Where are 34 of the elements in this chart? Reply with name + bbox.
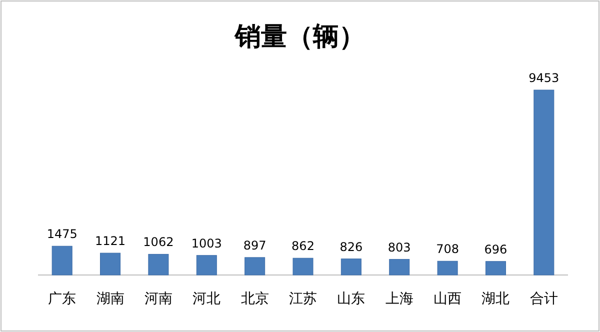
- x-tick-label: 北京: [240, 291, 269, 307]
- data-label: 1062: [143, 235, 174, 250]
- bar: [437, 260, 458, 276]
- x-tick-label: 湖南: [96, 291, 124, 307]
- chart-title: 销量（辆）: [234, 22, 365, 52]
- bar: [485, 261, 506, 276]
- data-label: 1121: [95, 234, 126, 248]
- data-label: 1003: [191, 236, 222, 250]
- x-tick-label: 江苏: [289, 291, 317, 307]
- bar: [244, 257, 266, 276]
- x-tick-label: 上海: [385, 291, 414, 307]
- bar: [534, 90, 554, 276]
- x-tick-label: 山东: [337, 291, 366, 307]
- bar: [292, 258, 314, 276]
- x-tick-label: 合计: [530, 291, 558, 307]
- data-label: 708: [436, 242, 459, 256]
- data-label: 862: [292, 239, 314, 254]
- data-label: 897: [243, 238, 266, 252]
- bar: [52, 246, 72, 276]
- data-label: 9453: [528, 71, 560, 85]
- x-tick-label: 湖北: [482, 291, 510, 307]
- data-label: 696: [484, 242, 508, 256]
- data-label: 826: [340, 240, 363, 254]
- bar: [148, 254, 169, 276]
- data-label: 1475: [46, 227, 78, 242]
- data-label: 803: [388, 240, 411, 254]
- x-tick-label: 河南: [144, 291, 172, 307]
- bar: [340, 258, 362, 276]
- bar: [389, 259, 410, 276]
- bar: [196, 255, 217, 276]
- x-tick-label: 河北: [192, 291, 221, 307]
- x-tick-label: 广东: [48, 291, 76, 307]
- bar: [100, 252, 121, 276]
- x-tick-label: 山西: [434, 291, 462, 307]
